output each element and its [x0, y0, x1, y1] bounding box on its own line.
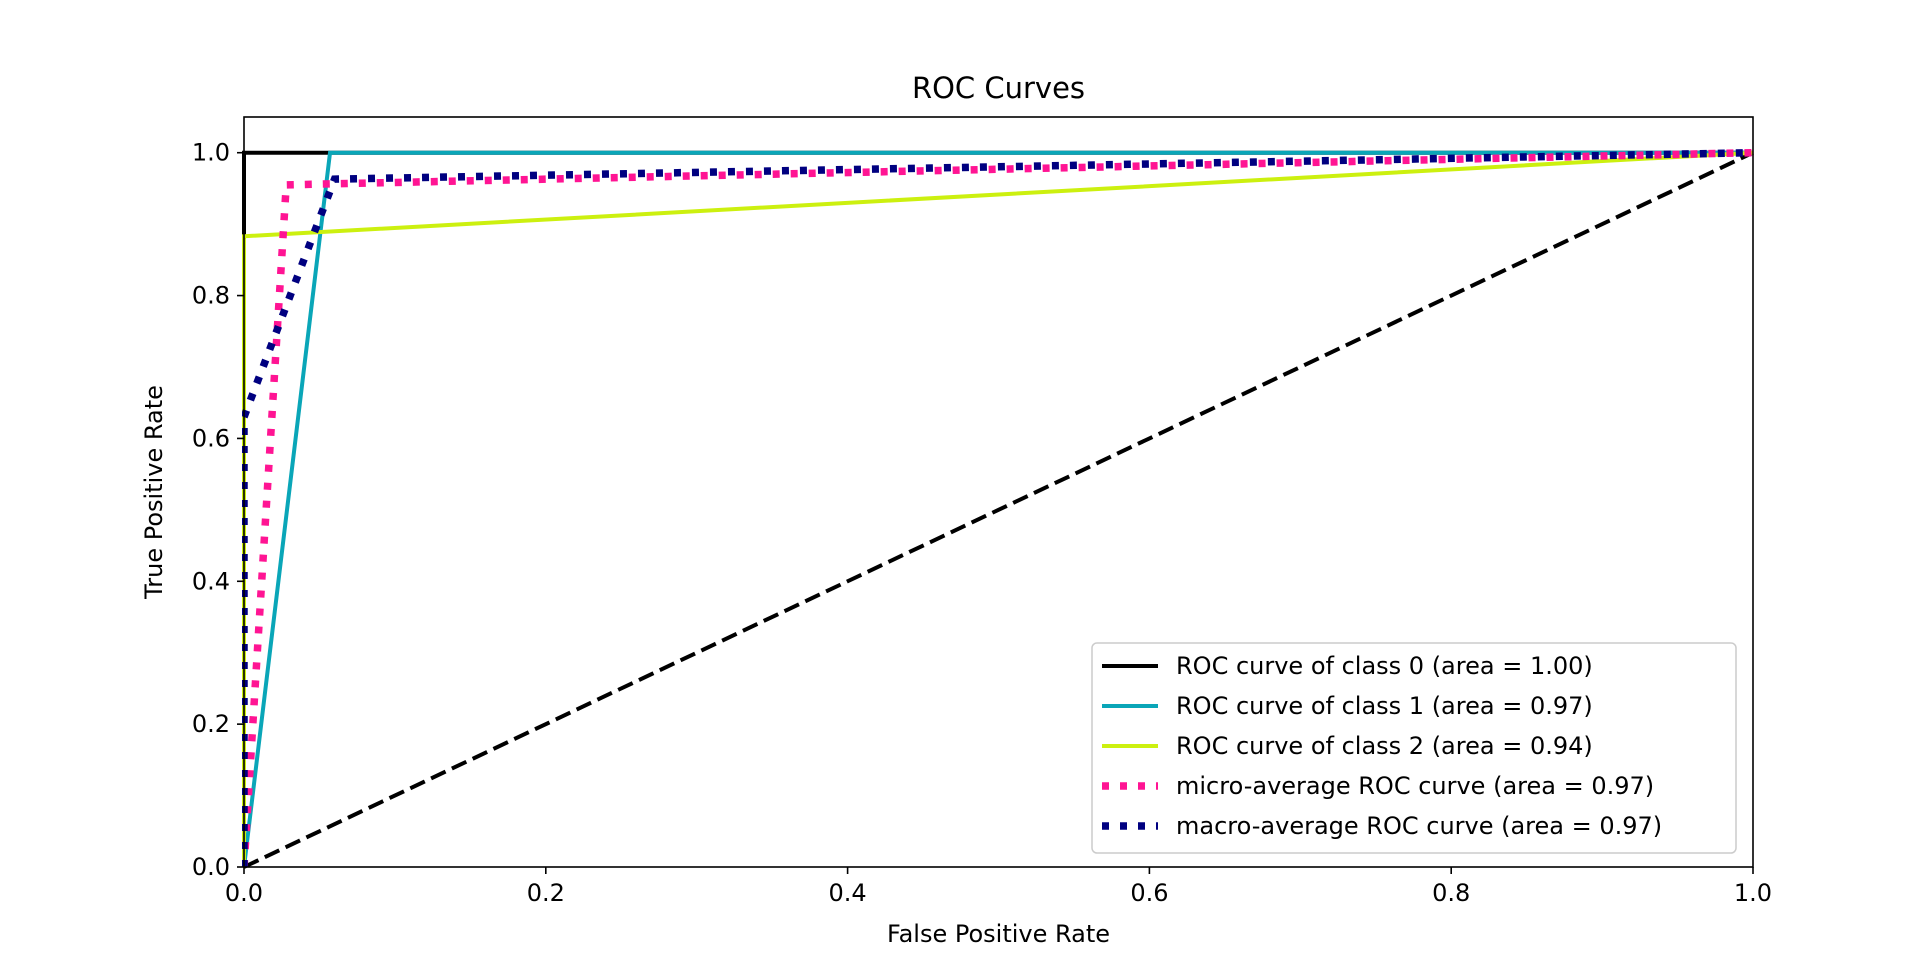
y-tick-label-2: 0.4 [192, 567, 230, 595]
x-axis-label: False Positive Rate [887, 920, 1110, 948]
y-tick-label-0: 0.0 [192, 853, 230, 881]
legend-label-4: macro-average ROC curve (area = 0.97) [1176, 812, 1662, 840]
series-line-3-micro-average-roc-curve-area-0-97 [242, 148, 1754, 868]
y-tick-label-5: 1.0 [192, 139, 230, 167]
reference-diagonal-line [243, 150, 1754, 869]
x-tick-label-5: 1.0 [1734, 879, 1772, 907]
plot-frame [243, 116, 1754, 868]
legend-label-1: ROC curve of class 1 (area = 0.97) [1176, 692, 1593, 720]
y-tick-label-1: 0.2 [192, 710, 230, 738]
legend-label-3: micro-average ROC curve (area = 0.97) [1176, 772, 1654, 800]
series-line-1-roc-curve-of-class-1-area-0-97 [242, 150, 1753, 868]
y-axis-label: True Positive Rate [140, 385, 168, 600]
legend-box [1091, 642, 1737, 854]
series-line-4-macro-average-roc-curve-area-0-97 [242, 148, 1754, 867]
legend: ROC curve of class 0 (area = 1.00) ROC cu… [1091, 642, 1737, 854]
y-tick-label-4: 0.8 [192, 282, 230, 310]
legend-label-0: ROC curve of class 0 (area = 1.00) [1176, 652, 1593, 680]
axes: 0.0 0.2 0.4 0.6 0.8 1.0 0.0 0.2 0.4 0.6 0.8 1.0 ROC … [140, 71, 1772, 948]
x-tick-label-2: 0.4 [829, 879, 867, 907]
x-tick-label-0: 0.0 [225, 879, 263, 907]
y-tick-label-3: 0.6 [192, 424, 230, 452]
x-tick-label-1: 0.2 [527, 879, 565, 907]
x-tick-label-4: 0.8 [1432, 879, 1470, 907]
x-tick-label-3: 0.6 [1130, 879, 1168, 907]
legend-label-2: ROC curve of class 2 (area = 0.94) [1176, 732, 1593, 760]
chart-title: ROC Curves [912, 71, 1085, 105]
